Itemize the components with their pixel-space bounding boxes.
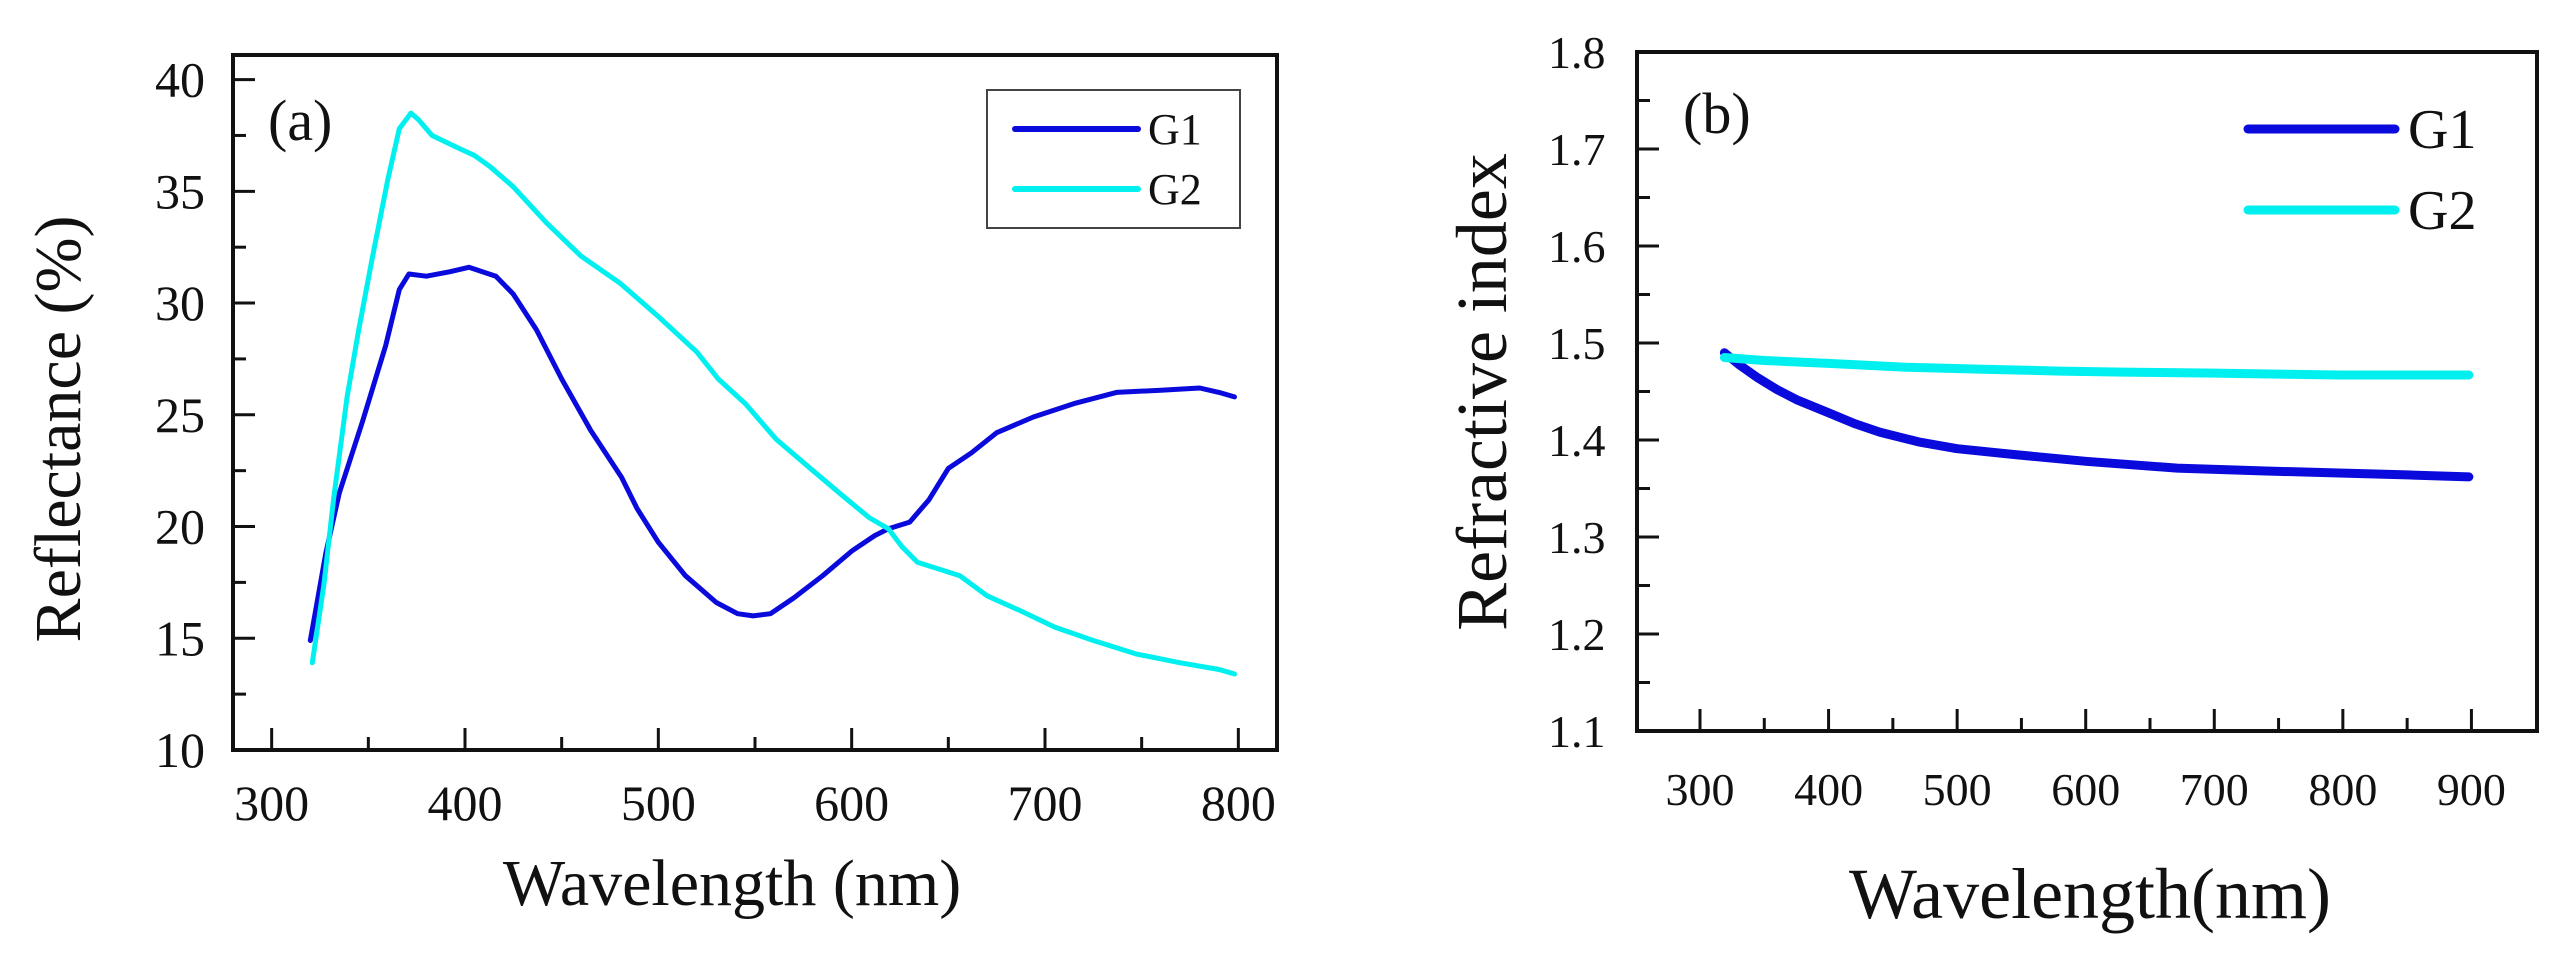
panel-a-y-tick-label: 40 [155,52,205,108]
panel-a-tick-labels: 300 400 500 600 700 800 10 15 20 25 30 35 40 [155,52,1276,831]
panel-b-y-tick-label: 1.3 [1548,512,1606,563]
panel-b-x-tick-label: 900 [2437,764,2506,815]
panel-a-legend-label-g2: G2 [1148,165,1202,214]
panel-a-y-tick-label: 35 [155,163,205,219]
panel-b-tick-labels: 300 400 500 600 700 800 900 1.1 1.2 1.3 1.4 1.5 1.6 1… [1548,27,2506,815]
panel-b-x-tick-label: 600 [2051,764,2120,815]
panel-a-y-axis-title: Reflectance (%) [22,216,95,643]
panel-a-reflectance-chart: 300 400 500 600 700 800 10 15 20 25 30 35 40 (a) Wav… [22,52,1279,920]
panel-b-y-tick-label: 1.5 [1548,318,1606,369]
panel-b-x-axis-title: Wavelength(nm) [1849,854,2331,934]
panel-a-x-axis-title: Wavelength (nm) [503,847,961,920]
panel-b-y-tick-label: 1.2 [1548,609,1606,660]
panel-b-legend-label-g1: G1 [2408,99,2476,161]
panel-b-legend-label-g2: G2 [2408,180,2476,242]
panel-b-y-tick-label: 1.1 [1548,706,1606,757]
panel-a-series-line-g2 [309,110,1237,677]
panel-b-y-tick-label: 1.6 [1548,221,1606,272]
panel-b-x-tick-label: 300 [1666,764,1735,815]
panel-a-legend-label-g1: G1 [1148,105,1202,154]
panel-a-y-tick-label: 25 [155,387,205,443]
panel-b-x-tick-label: 700 [2180,764,2249,815]
panel-a-y-tick-label: 20 [155,499,205,555]
panel-a-y-tick-label: 15 [155,610,205,666]
panel-a-series-line-g1 [307,264,1237,643]
panel-b-x-tick-label: 800 [2308,764,2377,815]
panel-a-x-tick-label: 500 [621,775,696,831]
panel-a-x-tick-label: 300 [234,775,309,831]
panel-b-legend: G1 G2 [2243,99,2476,242]
panel-a-x-tick-label: 800 [1201,775,1276,831]
panel-a-legend-box [986,89,1241,229]
panel-b-ticks [1637,50,2473,733]
panel-b-refractive-index-chart: 300 400 500 600 700 800 900 1.1 1.2 1.3 1.4 1.5 1.6 1… [1442,27,2539,934]
panel-a-legend: G1 G2 [986,89,1241,229]
panel-a-x-tick-label: 600 [814,775,889,831]
panel-a-ticks [233,78,1240,752]
panel-b-x-tick-label: 400 [1794,764,1863,815]
panel-a-y-tick-label: 10 [155,722,205,778]
panel-b-y-tick-label: 1.4 [1548,415,1606,466]
panel-a-y-tick-label: 30 [155,275,205,331]
panel-b-x-tick-label: 500 [1923,764,1992,815]
panel-a-x-tick-label: 400 [428,775,503,831]
panel-b-y-tick-label: 1.8 [1548,27,1606,78]
panel-a-series-group [307,110,1237,677]
panel-b-series-line-g2 [1719,353,2474,380]
panel-b-y-tick-label: 1.7 [1548,124,1606,175]
panel-b-label: (b) [1683,81,1751,146]
panel-b-series-group [1719,348,2474,482]
panel-a-label: (a) [268,88,332,153]
panel-b-y-axis-title: Refractive index [1442,153,1522,631]
panel-a-x-tick-label: 700 [1008,775,1083,831]
panel-b-series-line-g1 [1719,348,2474,482]
